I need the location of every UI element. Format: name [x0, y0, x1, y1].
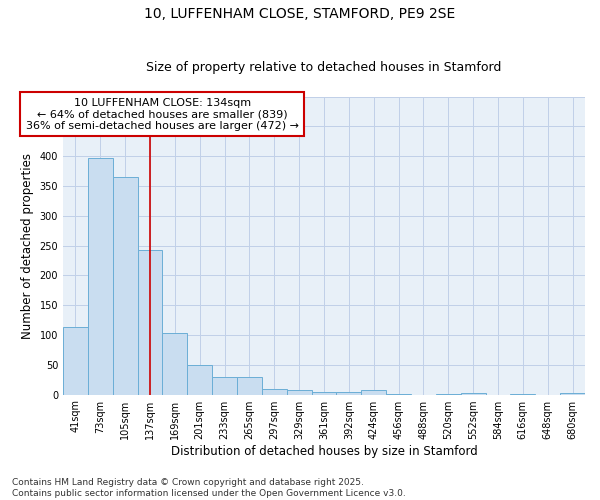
Bar	[88, 158, 113, 394]
Text: 10, LUFFENHAM CLOSE, STAMFORD, PE9 2SE: 10, LUFFENHAM CLOSE, STAMFORD, PE9 2SE	[145, 8, 455, 22]
Bar	[361, 390, 386, 394]
Bar	[187, 365, 212, 394]
Bar	[163, 332, 187, 394]
Bar	[212, 378, 237, 394]
Bar	[63, 327, 88, 394]
Bar	[287, 390, 311, 394]
X-axis label: Distribution of detached houses by size in Stamford: Distribution of detached houses by size …	[170, 444, 478, 458]
Text: 10 LUFFENHAM CLOSE: 134sqm
← 64% of detached houses are smaller (839)
36% of sem: 10 LUFFENHAM CLOSE: 134sqm ← 64% of deta…	[26, 98, 299, 131]
Bar	[262, 388, 287, 394]
Bar	[113, 177, 137, 394]
Bar	[337, 392, 361, 394]
Y-axis label: Number of detached properties: Number of detached properties	[21, 152, 34, 338]
Bar	[137, 250, 163, 394]
Bar	[237, 378, 262, 394]
Bar	[560, 393, 585, 394]
Title: Size of property relative to detached houses in Stamford: Size of property relative to detached ho…	[146, 62, 502, 74]
Text: Contains HM Land Registry data © Crown copyright and database right 2025.
Contai: Contains HM Land Registry data © Crown c…	[12, 478, 406, 498]
Bar	[311, 392, 337, 394]
